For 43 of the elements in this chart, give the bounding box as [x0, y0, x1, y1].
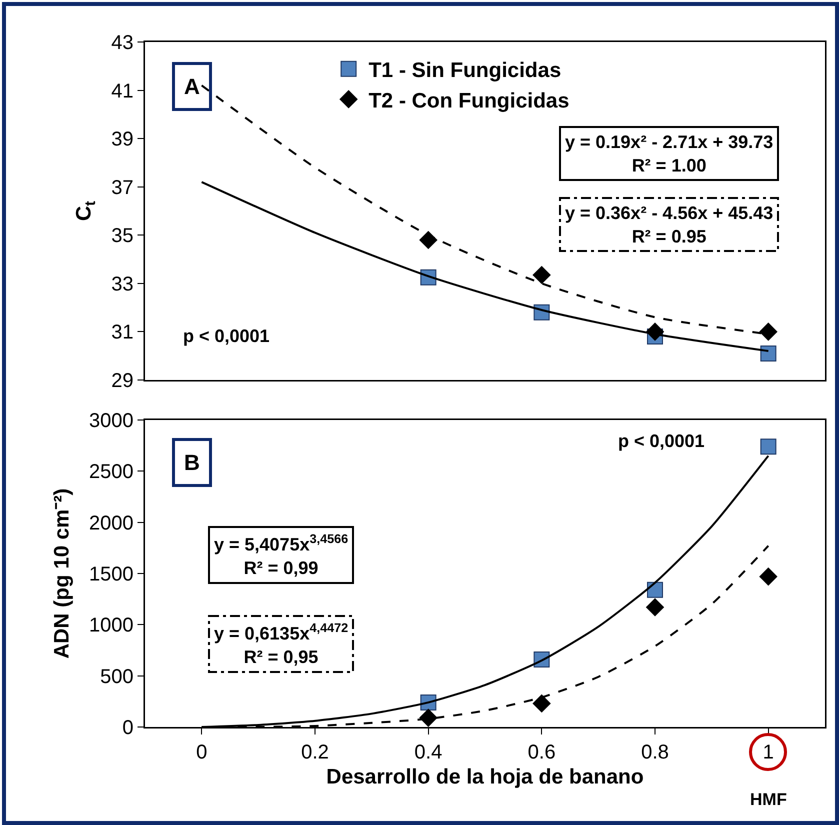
y-tick-label: 29	[111, 370, 134, 392]
point	[759, 322, 778, 341]
y-axis-title: ADN (pg 10 cm⁻²)	[50, 488, 74, 659]
point	[760, 438, 776, 455]
legend-label: T2 - Con Fungicidas	[368, 89, 570, 112]
y-tick-label: 37	[111, 176, 134, 199]
annotation: y = 0.36x² - 4.56x + 45.43 R² = 0.95	[565, 203, 774, 246]
x-axis-title: Desarrollo de la hoja de banano	[326, 765, 644, 788]
text: HMF	[750, 790, 787, 809]
x-tick-label: 0.8	[641, 742, 669, 764]
text: A	[184, 74, 200, 99]
y-tick-label: 500	[100, 666, 134, 688]
text: B	[184, 450, 200, 475]
annotation: y = 5,4075x$^{3,4566}$ R² = 0,99	[214, 532, 348, 578]
point	[419, 708, 438, 727]
y-tick-label: 39	[111, 128, 134, 151]
point	[759, 568, 778, 586]
y-tick-label: 43	[111, 32, 134, 54]
y-tick-label: 1000	[89, 614, 134, 637]
point	[647, 582, 663, 598]
y-tick-label: 31	[111, 322, 134, 344]
legend-label: T1 - Sin Fungicidas	[368, 59, 562, 82]
y-tick-label: 33	[111, 273, 134, 296]
x-tick-label: 0.2	[301, 742, 329, 764]
point	[760, 345, 776, 362]
annotation: p < 0,0001	[183, 326, 270, 346]
y-tick-label: 41	[111, 80, 134, 102]
x-tick-label: 0.4	[414, 742, 442, 764]
point	[646, 598, 664, 616]
y-tick-label: 3000	[89, 410, 134, 432]
point	[532, 694, 551, 712]
y-tick-label: 0	[122, 717, 134, 739]
y-tick-label: 2500	[89, 461, 134, 484]
x-tick-label: 0.6	[528, 742, 556, 764]
annotation: y = 0,6135x$^{4,4472}$ R² = 0,95	[214, 621, 348, 667]
annotation: p < 0,0001	[618, 431, 705, 451]
annotation: y = 0.19x² - 2.71x + 39.73 R² = 1.00	[565, 132, 774, 176]
y-tick-label: 1500	[89, 564, 134, 586]
y-tick-label: 35	[111, 225, 134, 248]
x-tick-label: 0	[196, 742, 208, 764]
y-tick-label: 2000	[89, 512, 134, 534]
x-tick-label: 1	[762, 742, 774, 764]
point	[532, 266, 551, 284]
